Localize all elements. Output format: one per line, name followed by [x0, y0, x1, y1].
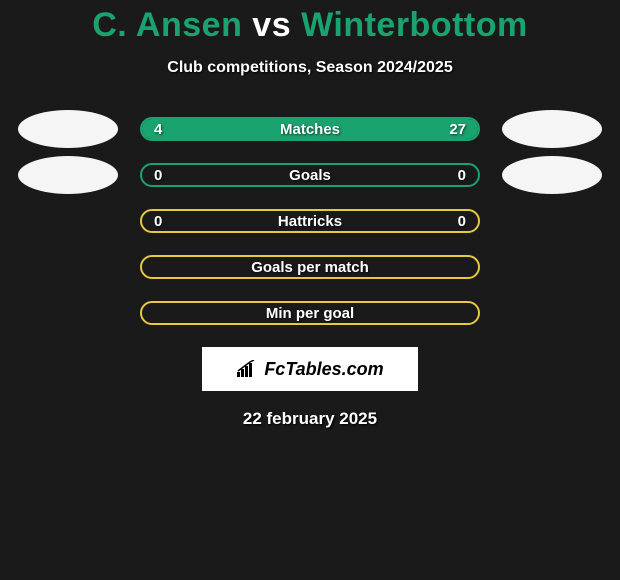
stat-value-right: 27	[449, 119, 466, 139]
stat-row: Goals per match	[0, 255, 620, 279]
stat-bar: Min per goal	[140, 301, 480, 325]
player-b-badge	[502, 110, 602, 148]
stat-value-left: 0	[154, 211, 162, 231]
title-player-b: Winterbottom	[301, 6, 528, 44]
stat-row: Min per goal	[0, 301, 620, 325]
stat-label: Matches	[142, 119, 478, 139]
spacer	[18, 248, 118, 286]
stat-value-right: 0	[458, 211, 466, 231]
stat-value-left: 4	[154, 119, 162, 139]
spacer	[502, 248, 602, 286]
title-vs: vs	[252, 6, 291, 44]
brand-logo: FcTables.com	[202, 347, 418, 391]
spacer	[502, 202, 602, 240]
player-b-badge	[502, 156, 602, 194]
player-a-badge	[18, 110, 118, 148]
title-player-a: C. Ansen	[92, 6, 242, 44]
page-title: C. Ansen vs Winterbottom	[0, 6, 620, 45]
spacer	[18, 294, 118, 332]
player-a-badge	[18, 156, 118, 194]
comparison-card: C. Ansen vs Winterbottom Club competitio…	[0, 0, 620, 429]
stat-row: Goals0 0	[0, 163, 620, 187]
stat-value-left: 0	[154, 165, 162, 185]
stat-label: Goals per match	[142, 257, 478, 277]
brand-text: FcTables.com	[264, 359, 383, 380]
stat-label: Hattricks	[142, 211, 478, 231]
stat-bar: Goals0 0	[140, 163, 480, 187]
stat-bar: Goals per match	[140, 255, 480, 279]
stat-row: Hattricks0 0	[0, 209, 620, 233]
stat-bar: Hattricks0 0	[140, 209, 480, 233]
date-label: 22 february 2025	[0, 409, 620, 429]
stats-container: Matches427Goals00Hattricks00Goals per ma…	[0, 117, 620, 325]
brand-chart-icon	[236, 360, 258, 378]
stat-label: Min per goal	[142, 303, 478, 323]
stat-bar: Matches4 27	[140, 117, 480, 141]
subtitle: Club competitions, Season 2024/2025	[0, 59, 620, 77]
stat-label: Goals	[142, 165, 478, 185]
stat-value-right: 0	[458, 165, 466, 185]
spacer	[502, 294, 602, 332]
stat-row: Matches4 27	[0, 117, 620, 141]
spacer	[18, 202, 118, 240]
